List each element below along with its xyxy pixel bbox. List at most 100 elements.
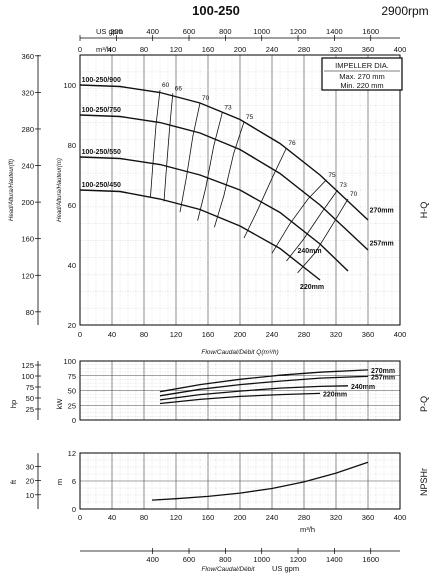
npsh-ft-tick-label: 10 xyxy=(26,491,34,500)
top-gpm-tick-label: 800 xyxy=(219,27,232,36)
hq-curve-name: 100-250/750 xyxy=(82,107,121,114)
hq-x-tick-label: 280 xyxy=(298,330,311,339)
ft-unit-label: ft xyxy=(9,479,18,484)
npsh-x-tick-label: 0 xyxy=(78,513,82,522)
head-m-axis-label: Head/Altura/Hauteur(m) xyxy=(57,158,63,222)
hq-curve-name: 100-250/550 xyxy=(82,149,121,156)
efficiency-curve xyxy=(197,112,223,221)
efficiency-label: 70 xyxy=(350,191,358,198)
hq-x-tick-label: 360 xyxy=(362,330,375,339)
efficiency-label: 60 xyxy=(162,82,170,89)
hq-x-tick-label: 80 xyxy=(140,330,148,339)
head-ft-tick-label: 280 xyxy=(21,125,34,134)
pq-curve-240mm xyxy=(159,385,349,401)
label-layer: 0040408080120120160160200200240240280280… xyxy=(21,27,406,564)
bottom-gpm-tick-label: 1600 xyxy=(362,555,379,564)
pq-curve-label: 220mm xyxy=(323,391,347,398)
bottom-gpm-tick-label: 1200 xyxy=(290,555,307,564)
top-m3h-tick-label: 360 xyxy=(362,45,375,54)
gpm-axis-label-bottom: US gpm xyxy=(272,564,299,573)
npsh-x-tick-label: 240 xyxy=(266,513,279,522)
hq-curve-240mm xyxy=(79,156,349,272)
hq-y-tick-label: 60 xyxy=(68,201,76,210)
pq-y-tick-label: 50 xyxy=(68,387,76,396)
pq-y-tick-label: 25 xyxy=(68,401,76,410)
efficiency-label: 73 xyxy=(224,104,232,111)
hq-curve-270mm xyxy=(79,84,369,221)
pq-curve-label: 240mm xyxy=(351,384,375,391)
hp-tick-label: 100 xyxy=(21,372,34,381)
hq-x-tick-label: 0 xyxy=(78,330,82,339)
hq-x-tick-label: 320 xyxy=(330,330,343,339)
top-gpm-tick-label: 200 xyxy=(110,27,123,36)
npsh-x-tick-label: 120 xyxy=(170,513,183,522)
npsh-x-tick-label: 280 xyxy=(298,513,311,522)
npsh-ft-tick-label: 30 xyxy=(26,462,34,471)
hq-curve-dia-label: 257mm xyxy=(370,241,394,248)
top-gpm-tick-label: 400 xyxy=(146,27,159,36)
pq-y-tick-label: 100 xyxy=(63,357,76,366)
efficiency-curve xyxy=(286,189,338,262)
bottom-gpm-tick-label: 1000 xyxy=(253,555,270,564)
hp-tick-label: 50 xyxy=(26,394,34,403)
npshr-side-label: NPSHr xyxy=(419,468,429,496)
top-m3h-tick-label: 0 xyxy=(78,45,82,54)
hq-curve-dia-label: 220mm xyxy=(300,284,324,291)
hq-y-tick-label: 20 xyxy=(68,321,76,330)
hq-y-tick-label: 80 xyxy=(68,141,76,150)
efficiency-curve xyxy=(214,121,245,228)
top-m3h-tick-label: 280 xyxy=(298,45,311,54)
hp-tick-label: 75 xyxy=(26,383,34,392)
npshr-curve xyxy=(151,461,369,501)
head-ft-tick-label: 360 xyxy=(21,52,34,61)
impeller-legend: IMPELLER DIA. Max. 270 mm Min. 220 mm xyxy=(321,57,403,91)
hq-side-label: H-Q xyxy=(419,202,429,219)
top-m3h-tick-label: 160 xyxy=(202,45,215,54)
top-m3h-tick-label: 320 xyxy=(330,45,343,54)
npsh-y-tick-label: 0 xyxy=(72,505,76,514)
npsh-y-tick-label: 12 xyxy=(68,449,76,458)
top-axis-unit: US gpm xyxy=(96,27,123,36)
m-unit-label: m xyxy=(55,479,64,485)
bottom-gpm-tick-label: 600 xyxy=(183,555,196,564)
impeller-legend-box xyxy=(321,57,403,91)
hq-curve-name: 100-250/450 xyxy=(82,182,121,189)
impeller-legend-min: Min. 220 mm xyxy=(340,81,383,90)
top-gpm-tick-label: 600 xyxy=(183,27,196,36)
pq-curve-270mm xyxy=(159,369,369,393)
hq-y-tick-label: 40 xyxy=(68,261,76,270)
impeller-legend-title: IMPELLER DIA. xyxy=(335,61,389,70)
efficiency-label: 76 xyxy=(288,140,296,147)
bottom-gpm-tick-label: 800 xyxy=(219,555,232,564)
chart-title: 100-250 xyxy=(192,3,240,18)
hq-curve-dia-label: 270mm xyxy=(370,208,394,215)
npsh-x-tick-label: 200 xyxy=(234,513,247,522)
pq-curve-label: 257mm xyxy=(371,374,395,381)
head-ft-tick-label: 200 xyxy=(21,198,34,207)
top-gpm-tick-label: 1400 xyxy=(326,27,343,36)
kw-unit-label: kW xyxy=(55,398,64,410)
npsh-frame xyxy=(79,452,401,510)
hq-curve-257mm xyxy=(79,114,369,251)
pq-curve-label: 270mm xyxy=(371,368,395,375)
head-ft-tick-label: 80 xyxy=(26,308,34,317)
npsh-x-tick-label: 40 xyxy=(108,513,116,522)
efficiency-curve xyxy=(243,147,287,239)
pq-curve-220mm xyxy=(159,392,321,405)
efficiency-label: 73 xyxy=(340,182,348,189)
head-ft-tick-label: 160 xyxy=(21,235,34,244)
npsh-x-tick-label: 160 xyxy=(202,513,215,522)
hq-x-tick-label: 240 xyxy=(266,330,279,339)
flow-unit-label: m³/h xyxy=(96,45,111,54)
impeller-legend-max: Max. 270 mm xyxy=(339,72,384,81)
top-gpm-tick-label: 1000 xyxy=(253,27,270,36)
hq-y-tick-label: 100 xyxy=(63,81,76,90)
top-m3h-tick-label: 400 xyxy=(394,45,407,54)
head-ft-tick-label: 320 xyxy=(21,88,34,97)
flow-axis-label: Flow/Caudal/Débit Q(m³/h) xyxy=(201,349,278,356)
hq-x-tick-label: 160 xyxy=(202,330,215,339)
npsh-x-tick-label: 400 xyxy=(394,513,407,522)
top-gpm-tick-label: 1600 xyxy=(362,27,379,36)
